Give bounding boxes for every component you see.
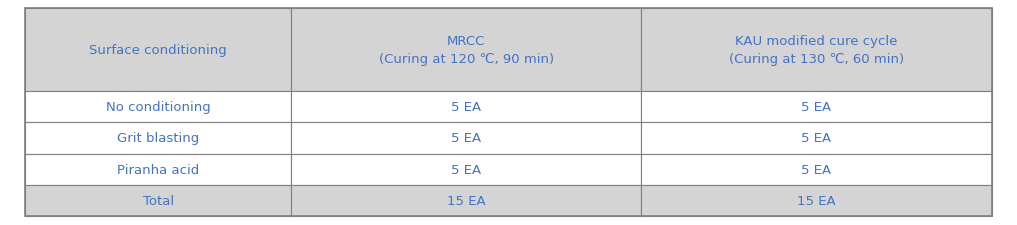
Bar: [25, 154, 291, 185]
Text: 5 EA: 5 EA: [452, 132, 481, 145]
Bar: [291, 92, 642, 123]
Text: 5 EA: 5 EA: [801, 101, 832, 114]
Text: KAU modified cure cycle
(Curing at 130 ℃, 60 min): KAU modified cure cycle (Curing at 130 ℃…: [729, 35, 904, 66]
Bar: [25, 9, 291, 92]
Bar: [642, 123, 992, 154]
Text: No conditioning: No conditioning: [106, 101, 211, 114]
Bar: [642, 9, 992, 92]
Bar: [642, 185, 992, 216]
Text: MRCC
(Curing at 120 ℃, 90 min): MRCC (Curing at 120 ℃, 90 min): [378, 35, 554, 66]
Text: 15 EA: 15 EA: [446, 194, 485, 207]
Text: 5 EA: 5 EA: [452, 163, 481, 176]
Bar: [291, 9, 642, 92]
Text: 5 EA: 5 EA: [801, 163, 832, 176]
Text: Surface conditioning: Surface conditioning: [89, 44, 227, 57]
Text: Grit blasting: Grit blasting: [117, 132, 199, 145]
Bar: [642, 92, 992, 123]
Bar: [25, 92, 291, 123]
Text: Piranha acid: Piranha acid: [117, 163, 199, 176]
Text: 5 EA: 5 EA: [801, 132, 832, 145]
Bar: [25, 123, 291, 154]
Text: 15 EA: 15 EA: [797, 194, 836, 207]
Text: 5 EA: 5 EA: [452, 101, 481, 114]
Bar: [291, 123, 642, 154]
Text: Total: Total: [142, 194, 174, 207]
Bar: [291, 185, 642, 216]
Bar: [642, 154, 992, 185]
Bar: [291, 154, 642, 185]
Bar: [25, 185, 291, 216]
